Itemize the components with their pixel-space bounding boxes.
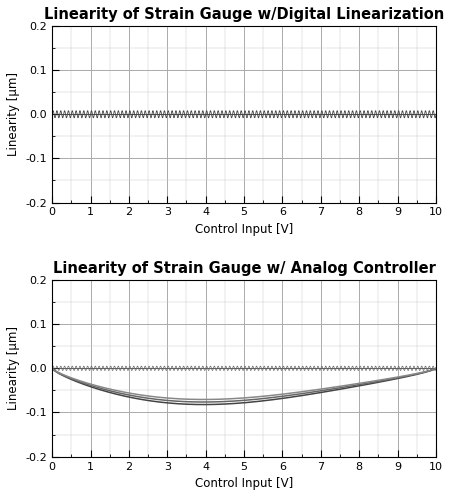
Title: Linearity of Strain Gauge w/Digital Linearization: Linearity of Strain Gauge w/Digital Line…	[44, 7, 444, 22]
X-axis label: Control Input [V]: Control Input [V]	[195, 477, 293, 490]
Title: Linearity of Strain Gauge w/ Analog Controller: Linearity of Strain Gauge w/ Analog Cont…	[53, 261, 436, 276]
X-axis label: Control Input [V]: Control Input [V]	[195, 223, 293, 236]
Y-axis label: Linearity [µm]: Linearity [µm]	[7, 72, 20, 156]
Y-axis label: Linearity [µm]: Linearity [µm]	[7, 327, 20, 411]
